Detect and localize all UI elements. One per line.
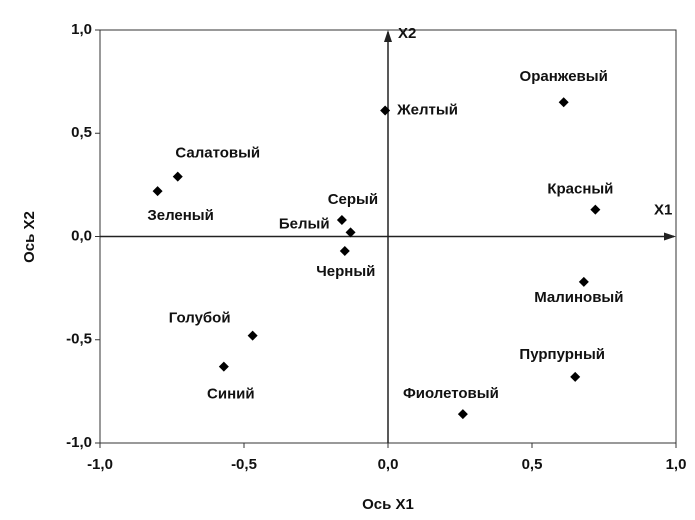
point-label: Синий <box>207 386 255 403</box>
point-label: Красный <box>547 181 613 198</box>
point-label: Голубой <box>169 310 231 327</box>
point <box>336 214 347 225</box>
point <box>339 245 350 256</box>
point <box>457 409 468 420</box>
point-label: Серый <box>328 191 378 208</box>
point <box>578 276 589 287</box>
x1-arrow <box>664 232 676 241</box>
y-tick-label: 1,0 <box>71 21 92 38</box>
x-tick-label: 1,0 <box>666 456 687 473</box>
point <box>380 105 391 116</box>
y-tick-label: -1,0 <box>66 434 92 451</box>
point-label: Черный <box>316 263 375 280</box>
x-tick-label: -1,0 <box>87 456 113 473</box>
x-axis-title: Ось X1 <box>362 496 414 513</box>
x2-arrow <box>384 30 392 42</box>
point-label: Желтый <box>396 102 458 119</box>
point-label: Фиолетовый <box>403 385 499 402</box>
point <box>172 171 183 182</box>
point-label: Салатовый <box>175 145 260 162</box>
x1-axis-name: X1 <box>654 201 672 218</box>
y-tick-label: 0,0 <box>71 227 92 244</box>
point-label: Малиновый <box>534 289 623 306</box>
x-tick-label: 0,5 <box>522 456 543 473</box>
point-label: Оранжевый <box>520 68 608 85</box>
point <box>570 371 581 382</box>
point-label: Пурпурный <box>519 346 605 363</box>
point <box>590 204 601 215</box>
y-tick-label: 0,5 <box>71 124 92 141</box>
point <box>247 330 258 341</box>
y-axis-title: Ось X2 <box>21 211 38 263</box>
x-tick-label: 0,0 <box>378 456 399 473</box>
point <box>345 227 356 238</box>
x2-axis-name: X2 <box>398 25 416 42</box>
point-label: Белый <box>279 215 330 232</box>
point-label: Зеленый <box>147 207 214 224</box>
y-tick-label: -0,5 <box>66 331 92 348</box>
x-tick-label: -0,5 <box>231 456 257 473</box>
point <box>152 186 163 197</box>
point <box>218 361 229 372</box>
point <box>558 97 569 108</box>
